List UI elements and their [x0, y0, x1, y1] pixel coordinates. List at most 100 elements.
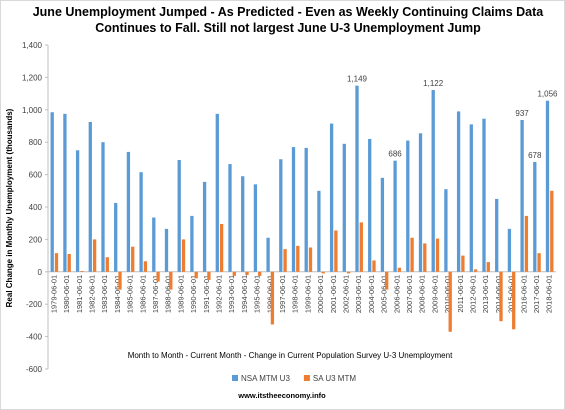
bar: [533, 161, 537, 272]
x-tick-label: 2013-06-01: [481, 275, 490, 313]
bar: [355, 85, 359, 272]
x-tick-label: 2011-06-01: [456, 275, 465, 313]
bar: [397, 267, 402, 272]
x-tick-label: 1981-06-01: [75, 275, 84, 313]
bar: [80, 270, 84, 272]
x-tick-label: 1988-06-01: [164, 275, 173, 313]
x-tick-label: 1986-06-01: [138, 275, 147, 313]
value-label: 937: [515, 109, 529, 118]
x-tick-label: 1997-06-01: [278, 275, 287, 313]
bar: [207, 271, 211, 280]
x-tick-label: 1993-06-01: [227, 275, 236, 313]
x-tick-label: 2005-06-01: [380, 275, 389, 313]
bar: [283, 249, 287, 272]
x-axis-title: Month to Month - Current Month - Change …: [128, 351, 453, 360]
bar: [495, 198, 499, 272]
x-tick-label: 2018-06-01: [545, 275, 554, 313]
bar: [482, 118, 486, 272]
x-tick-label: 1994-06-01: [240, 275, 249, 313]
bar: [181, 239, 186, 272]
bar: [266, 237, 270, 272]
bar: [308, 247, 313, 272]
bar: [232, 271, 236, 276]
bar: [88, 121, 92, 272]
bar: [418, 133, 423, 272]
bar: [406, 140, 410, 272]
bar: [486, 262, 490, 272]
legend-swatch: [303, 375, 310, 381]
bar: [101, 142, 105, 272]
bar: [228, 164, 232, 272]
x-tick-label: 2009-06-01: [430, 275, 439, 313]
x-tick-label: 1983-06-01: [100, 275, 109, 313]
bar: [75, 150, 80, 272]
bar: [164, 228, 169, 272]
y-tick-label: 600: [29, 171, 43, 180]
bar: [380, 177, 385, 272]
x-tick-label: 1979-06-01: [49, 275, 58, 313]
bar: [499, 271, 503, 322]
bar: [63, 113, 67, 272]
x-tick-label: 2014-06-01: [494, 275, 503, 313]
bar: [524, 215, 529, 272]
bar: [469, 124, 473, 272]
bar: [410, 237, 414, 272]
x-tick-label: 1985-06-01: [126, 275, 135, 313]
bar: [279, 159, 283, 272]
value-label: 686: [388, 150, 402, 159]
x-tick-label: 2016-06-01: [519, 275, 528, 313]
bar: [321, 271, 325, 274]
x-tick-label: 1991-06-01: [202, 275, 211, 313]
y-tick-label: 0: [38, 268, 43, 277]
bar: [92, 239, 97, 272]
x-tick-label: 2002-06-01: [341, 275, 350, 313]
bar: [473, 269, 478, 272]
bar: [270, 271, 275, 325]
bar: [215, 113, 219, 272]
bar: [219, 224, 224, 272]
legend-label: SA U3 MTM: [313, 374, 356, 383]
bar: [50, 112, 54, 272]
x-tick-label: 2007-06-01: [405, 275, 414, 313]
bar: [456, 111, 461, 272]
chart-title: June Unemployment Jumped - As Predicted …: [33, 5, 545, 19]
y-tick-label: -400: [26, 333, 43, 342]
bar: [334, 230, 338, 272]
bar: [512, 271, 516, 330]
x-tick-label: 1982-06-01: [87, 275, 96, 313]
bar: [507, 228, 512, 272]
y-tick-label: 200: [29, 235, 43, 244]
x-tick-label: 1990-06-01: [189, 275, 198, 313]
bar: [177, 160, 181, 272]
bar: [245, 271, 249, 276]
chart-title: Continues to Fall. Still not largest Jun…: [95, 21, 481, 35]
x-tick-label: 2006-06-01: [392, 275, 401, 313]
bar: [118, 271, 122, 290]
bar: [435, 238, 440, 272]
bar: [423, 243, 427, 272]
y-tick-label: 1,200: [22, 73, 43, 82]
bar: [448, 271, 452, 332]
y-tick-label: 800: [29, 138, 43, 147]
x-tick-label: 2010-06-01: [443, 275, 452, 313]
bar: [143, 261, 148, 272]
source: www.itstheeconomy.info: [237, 391, 326, 400]
bar: [520, 120, 524, 272]
bar: [258, 271, 262, 276]
bar: [105, 257, 109, 272]
value-label: 1,056: [537, 90, 558, 99]
bar: [431, 90, 435, 272]
x-tick-label: 2008-06-01: [418, 275, 427, 313]
bar: [114, 202, 118, 272]
value-label: 678: [528, 151, 542, 160]
bar: [152, 217, 156, 272]
x-tick-label: 2004-06-01: [367, 275, 376, 313]
bar: [444, 189, 448, 272]
x-tick-label: 1992-06-01: [214, 275, 223, 313]
bar: [291, 147, 296, 272]
bar: [194, 271, 198, 279]
bar: [304, 147, 308, 272]
bar: [372, 260, 376, 272]
bar: [126, 151, 131, 272]
